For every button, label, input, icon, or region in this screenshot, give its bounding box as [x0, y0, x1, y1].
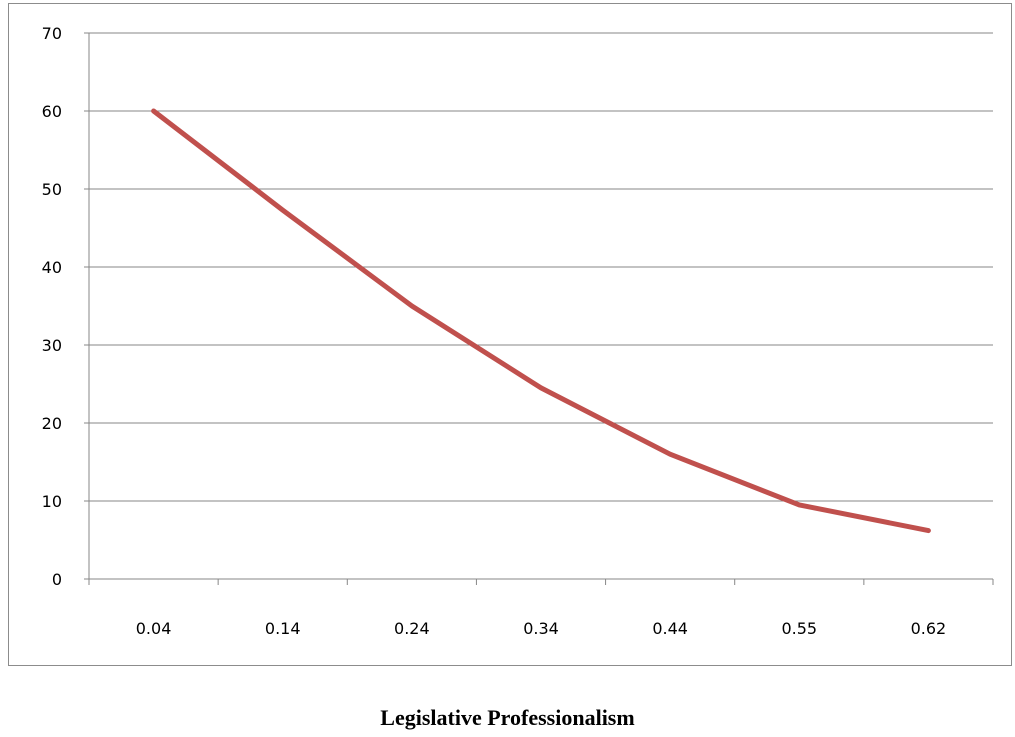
x-tick-label: 0.55 — [781, 619, 817, 638]
y-tick-label: 10 — [42, 492, 62, 511]
y-tick-label: 70 — [42, 24, 62, 43]
x-tick-label: 0.04 — [136, 619, 172, 638]
y-tick-label: 20 — [42, 414, 62, 433]
x-axis-title: Legislative Professionalism — [380, 705, 635, 730]
y-tick-label: 50 — [42, 180, 62, 199]
x-tick-label: 0.34 — [523, 619, 559, 638]
y-tick-label: 40 — [42, 258, 62, 277]
y-tick-label: 60 — [42, 102, 62, 121]
chart-frame — [8, 3, 1012, 666]
x-tick-label: 0.24 — [394, 619, 430, 638]
series-line-0 — [151, 108, 931, 534]
x-tick-label: 0.62 — [911, 619, 947, 638]
x-tick-label: 0.44 — [652, 619, 688, 638]
y-tick-label: 30 — [42, 336, 62, 355]
x-tick-label: 0.14 — [265, 619, 301, 638]
y-tick-label: 0 — [52, 570, 62, 589]
